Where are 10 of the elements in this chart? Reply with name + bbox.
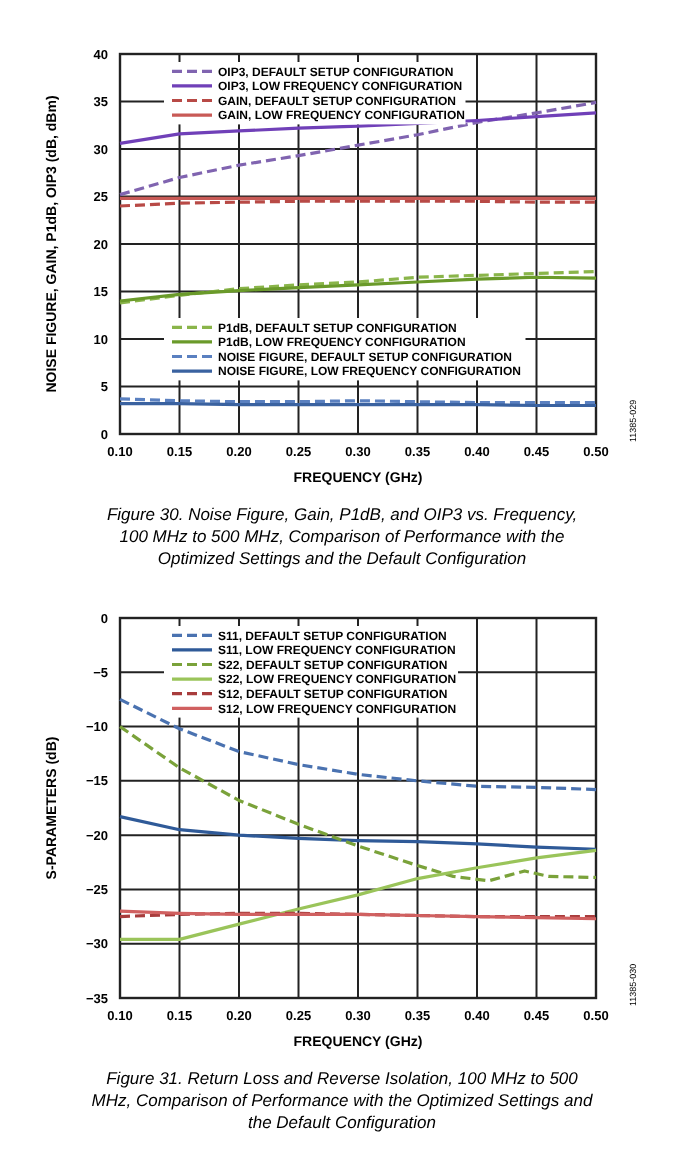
line-series bbox=[118, 111, 598, 145]
text: Figure 30. Noise Figure, Gain, P1dB, and OIP3 vs. Frequency, 100 MHz to 500 MHz, Comparison of Performance with the Optimized Settings and the Default Configuration bbox=[106, 504, 578, 568]
line-series bbox=[118, 697, 598, 792]
line-series bbox=[118, 269, 598, 305]
line-series bbox=[118, 275, 598, 303]
line-series bbox=[118, 848, 598, 941]
text: Figure 31. Return Loss and Reverse Isolation, 100 MHz to 500 MHz, Comparison of Performance with the Optimized Settings and the Default Configuration bbox=[91, 1068, 593, 1132]
line-series bbox=[118, 100, 598, 197]
line-series bbox=[118, 815, 598, 851]
line-series bbox=[118, 724, 598, 883]
